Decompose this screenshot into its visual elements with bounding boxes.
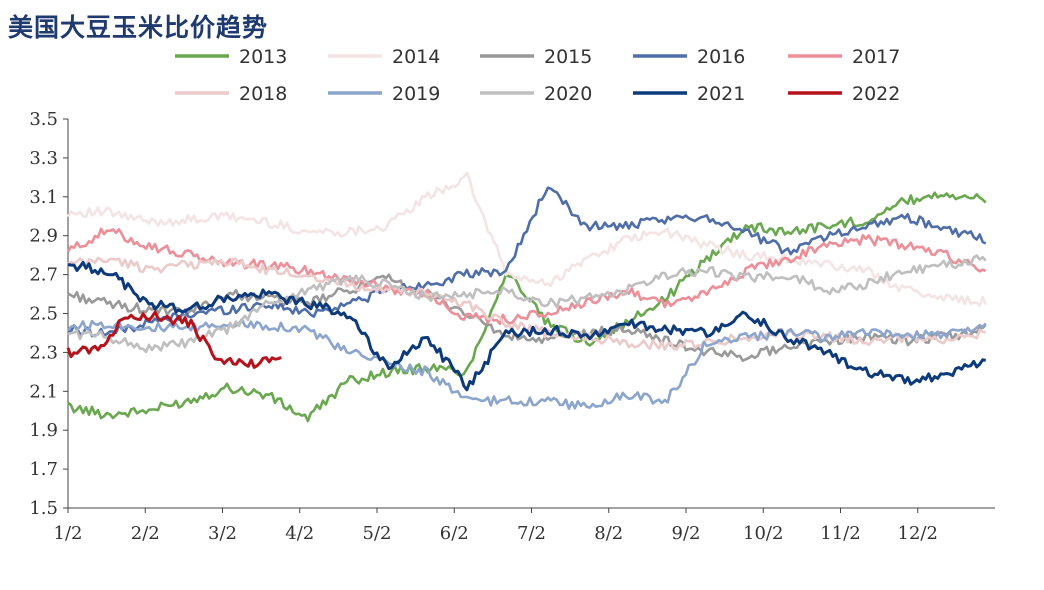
series-line-2013 xyxy=(67,191,987,423)
series-line-2019 xyxy=(67,317,987,411)
x-tick-label: 6/2 xyxy=(440,523,469,544)
x-tick-label: 9/2 xyxy=(672,523,701,544)
legend-label-2015: 2015 xyxy=(544,46,592,68)
legend-label-2022: 2022 xyxy=(852,83,900,105)
series-line-2016 xyxy=(67,186,987,338)
legend-label-2020: 2020 xyxy=(544,83,592,105)
y-tick-label: 1.7 xyxy=(29,459,58,480)
y-tick-label: 2.1 xyxy=(29,381,58,402)
series-lines xyxy=(66,171,987,423)
y-tick-label: 2.5 xyxy=(29,304,58,325)
y-tick-label: 2.9 xyxy=(29,226,58,247)
legend-label-2013: 2013 xyxy=(239,46,287,68)
series-line-2014 xyxy=(66,171,987,308)
y-tick-label: 2.3 xyxy=(29,342,58,363)
x-tick-label: 1/2 xyxy=(54,523,83,544)
y-tick-label: 2.7 xyxy=(29,265,58,286)
x-tick-label: 3/2 xyxy=(208,523,237,544)
legend-label-2017: 2017 xyxy=(852,46,900,68)
series-line-2020 xyxy=(67,254,987,354)
legend-label-2014: 2014 xyxy=(392,46,440,68)
y-tick-label: 1.9 xyxy=(29,420,58,441)
x-tick-label: 10/2 xyxy=(743,523,783,544)
x-tick-label: 8/2 xyxy=(594,523,623,544)
y-tick-label: 3.3 xyxy=(29,148,58,169)
y-tick-label: 1.5 xyxy=(29,498,58,519)
series-line-2022 xyxy=(66,310,282,369)
chart-title: 美国大豆玉米比价趋势 xyxy=(8,13,269,42)
series-line-2021 xyxy=(67,260,986,392)
x-tick-label: 5/2 xyxy=(363,523,392,544)
x-tick-label: 2/2 xyxy=(131,523,160,544)
y-tick-label: 3.5 xyxy=(29,109,58,130)
x-tick-label: 7/2 xyxy=(517,523,546,544)
y-tick-label: 3.1 xyxy=(29,187,58,208)
x-tick-label: 12/2 xyxy=(898,523,938,544)
legend-label-2019: 2019 xyxy=(392,83,440,105)
x-tick-label: 11/2 xyxy=(820,523,860,544)
legend-label-2021: 2021 xyxy=(697,83,745,105)
axes: 1.5 1.7 1.9 2.1 2.3 2.5 2.7 2.9 3.1 3.3 3.5 1/2 2/2 3… xyxy=(29,109,995,544)
legend-label-2016: 2016 xyxy=(697,46,745,68)
legend: 2013 2014 2015 2016 2017 2018 2019 2020 2021 2022 xyxy=(175,46,900,105)
x-tick-label: 4/2 xyxy=(285,523,314,544)
legend-label-2018: 2018 xyxy=(239,83,287,105)
